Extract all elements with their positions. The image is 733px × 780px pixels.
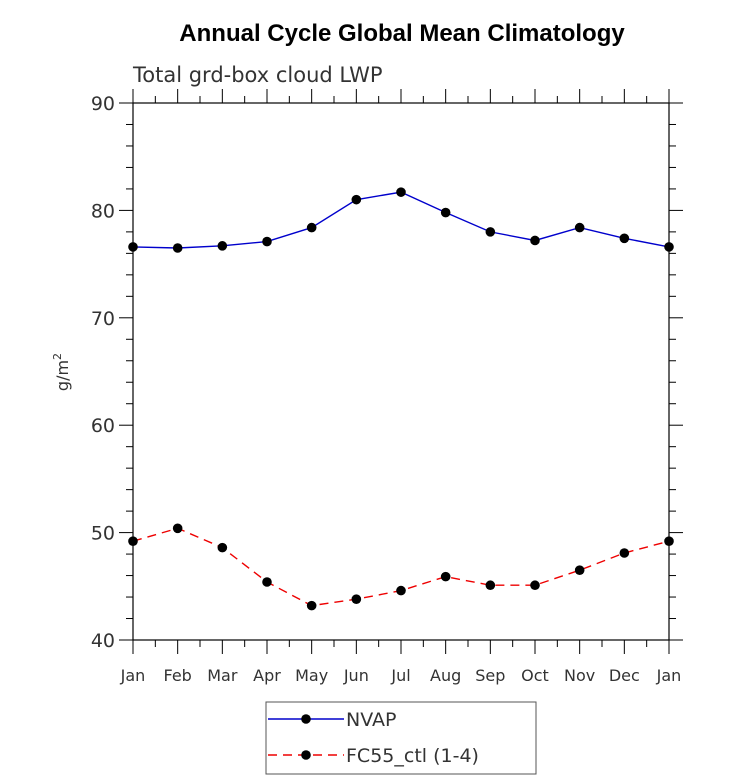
plot-frame: [132, 102, 670, 641]
x-tick-label: Dec: [609, 666, 640, 685]
data-point: [530, 580, 540, 591]
legend-label-fc55: FC55_ctl (1-4): [346, 745, 479, 767]
data-point: [440, 571, 451, 582]
y-tick-label: 60: [91, 415, 115, 437]
data-point: [306, 600, 317, 611]
data-point: [217, 241, 228, 251]
data-point: [574, 222, 585, 233]
data-point: [262, 236, 272, 247]
chart-title: Annual Cycle Global Mean Climatology: [179, 20, 625, 47]
x-tick-label: Oct: [521, 666, 549, 685]
series-layer: [128, 187, 674, 611]
x-tick-label: Sep: [475, 666, 505, 685]
x-tick-label: Mar: [207, 666, 238, 685]
x-tick-label: Jan: [656, 666, 682, 685]
y-tick-label: 50: [91, 523, 115, 545]
x-tick-label: Nov: [564, 666, 595, 685]
data-point: [619, 548, 630, 558]
data-point: [351, 194, 362, 205]
x-tick-label: Jan: [120, 666, 146, 685]
x-tick-label: Aug: [430, 666, 461, 685]
data-point: [351, 594, 362, 604]
data-point: [306, 222, 317, 233]
y-tick-labels: 40 50 60 70 80 90: [91, 93, 115, 652]
plot-axes: [119, 89, 683, 654]
data-point: [128, 242, 138, 252]
data-point: [619, 233, 630, 244]
data-point: [485, 580, 496, 591]
x-tick-label: Jun: [343, 666, 369, 685]
data-point: [440, 207, 451, 218]
data-point: [217, 542, 228, 553]
data-point: [172, 243, 183, 253]
data-point: [172, 523, 183, 534]
legend-marker-fc55: [301, 750, 311, 760]
data-point: [574, 565, 585, 575]
chart-subtitle: Total grd-box cloud LWP: [132, 63, 383, 87]
data-point: [396, 187, 406, 197]
legend-label-nvap: NVAP: [346, 709, 396, 731]
data-point: [485, 227, 496, 237]
data-point: [396, 585, 406, 596]
x-tick-label: Apr: [253, 666, 281, 685]
legend-marker-nvap: [301, 714, 311, 724]
legend-box: [265, 701, 537, 775]
data-point: [128, 536, 138, 546]
data-point: [530, 235, 540, 246]
x-tick-label: Jul: [390, 666, 410, 685]
x-tick-label: May: [295, 666, 328, 685]
y-tick-label: 70: [91, 308, 115, 330]
data-point: [664, 242, 674, 252]
y-axis-label: g/m2: [51, 353, 72, 391]
data-point: [664, 536, 674, 546]
legend: NVAP FC55_ctl (1-4): [265, 701, 537, 775]
series-line: [132, 191, 670, 249]
y-tick-label: 80: [91, 200, 115, 222]
x-tick-label: Feb: [164, 666, 192, 685]
series-0: [128, 187, 674, 253]
y-tick-label: 40: [91, 630, 115, 652]
data-point: [262, 577, 272, 587]
x-tick-labels: Jan Feb Mar Apr May Jun Jul Aug Sep Oct Nov Dec Jan: [120, 666, 682, 685]
series-1: [128, 523, 674, 611]
y-tick-label: 90: [91, 93, 115, 115]
